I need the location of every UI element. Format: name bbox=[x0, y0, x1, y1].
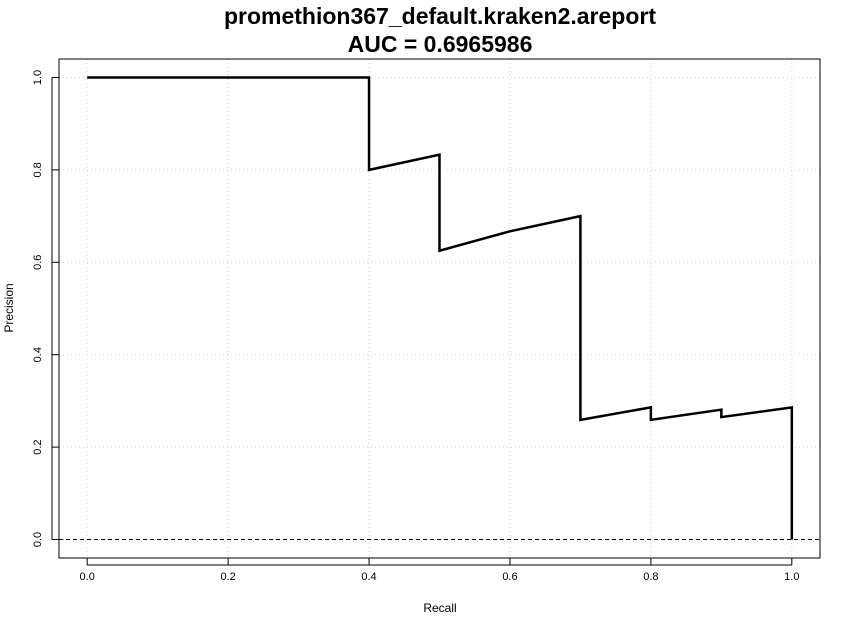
y-tick-label: 0.2 bbox=[32, 439, 44, 454]
plot-frame bbox=[58, 58, 821, 559]
x-tick-label: 0.0 bbox=[80, 571, 95, 583]
pr-curve-line bbox=[87, 76, 794, 540]
x-tick-label: 0.2 bbox=[220, 571, 235, 583]
y-tick-label: 1.0 bbox=[32, 70, 44, 85]
x-tick-label: 0.8 bbox=[643, 571, 658, 583]
y-tick-label: 0.0 bbox=[32, 532, 44, 547]
y-tick-label: 0.6 bbox=[32, 255, 44, 270]
y-tick-label: 0.4 bbox=[32, 347, 44, 362]
x-axis: 0.0 0.2 0.4 0.6 0.8 1.0 bbox=[80, 558, 799, 583]
y-tick-label: 0.8 bbox=[32, 162, 44, 177]
x-tick-label: 0.6 bbox=[502, 571, 517, 583]
series-group bbox=[87, 76, 794, 540]
y-axis: 0.0 0.2 0.4 0.6 0.8 1.0 bbox=[32, 70, 59, 547]
chart-title: promethion367_default.kraken2.areport bbox=[224, 3, 656, 29]
chart-subtitle: AUC = 0.6965986 bbox=[348, 31, 533, 57]
grid-lines bbox=[59, 59, 820, 558]
x-tick-label: 1.0 bbox=[784, 571, 799, 583]
x-axis-label: Recall bbox=[423, 601, 456, 615]
y-axis-label: Precision bbox=[2, 283, 16, 332]
x-tick-label: 0.4 bbox=[361, 571, 376, 583]
